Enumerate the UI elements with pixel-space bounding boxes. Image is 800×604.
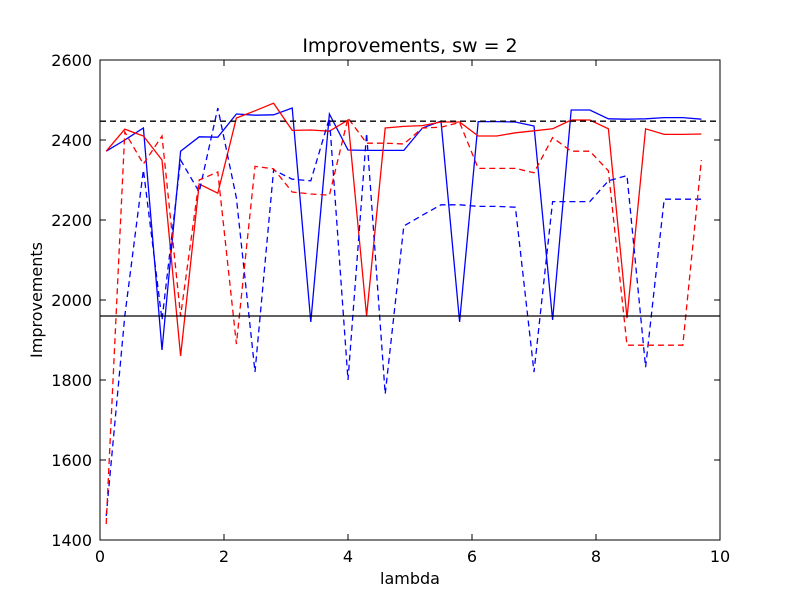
series-layer — [105, 102, 703, 525]
series-line-3 — [105, 107, 702, 517]
y-tick-label: 2400 — [51, 131, 92, 150]
y-tick-label: 2000 — [51, 291, 92, 310]
series-line-4 — [105, 116, 703, 525]
series-line-1 — [105, 107, 702, 351]
x-tick-label: 10 — [710, 547, 730, 566]
y-tick-label: 1800 — [51, 371, 92, 390]
x-tick-label: 8 — [591, 547, 601, 566]
x-tick-label: 2 — [219, 547, 229, 566]
y-tick-label: 1400 — [51, 531, 92, 550]
x-tick-label: 6 — [467, 547, 477, 566]
x-tick-label: 4 — [343, 547, 353, 566]
series-line-2 — [105, 102, 702, 357]
y-axis-label: Improvements — [27, 242, 46, 358]
reference-lines — [100, 120, 720, 317]
chart-title: Improvements, sw = 2 — [302, 35, 517, 57]
y-tick-label: 2200 — [51, 211, 92, 230]
ticks: 0 2 4 6 8 10 1400 1600 1800 2000 2200 2400 2600 — [51, 51, 730, 566]
x-axis-label: lambda — [380, 569, 440, 588]
y-tick-label: 2600 — [51, 51, 92, 70]
y-tick-label: 1600 — [51, 451, 92, 470]
x-tick-label: 0 — [95, 547, 105, 566]
